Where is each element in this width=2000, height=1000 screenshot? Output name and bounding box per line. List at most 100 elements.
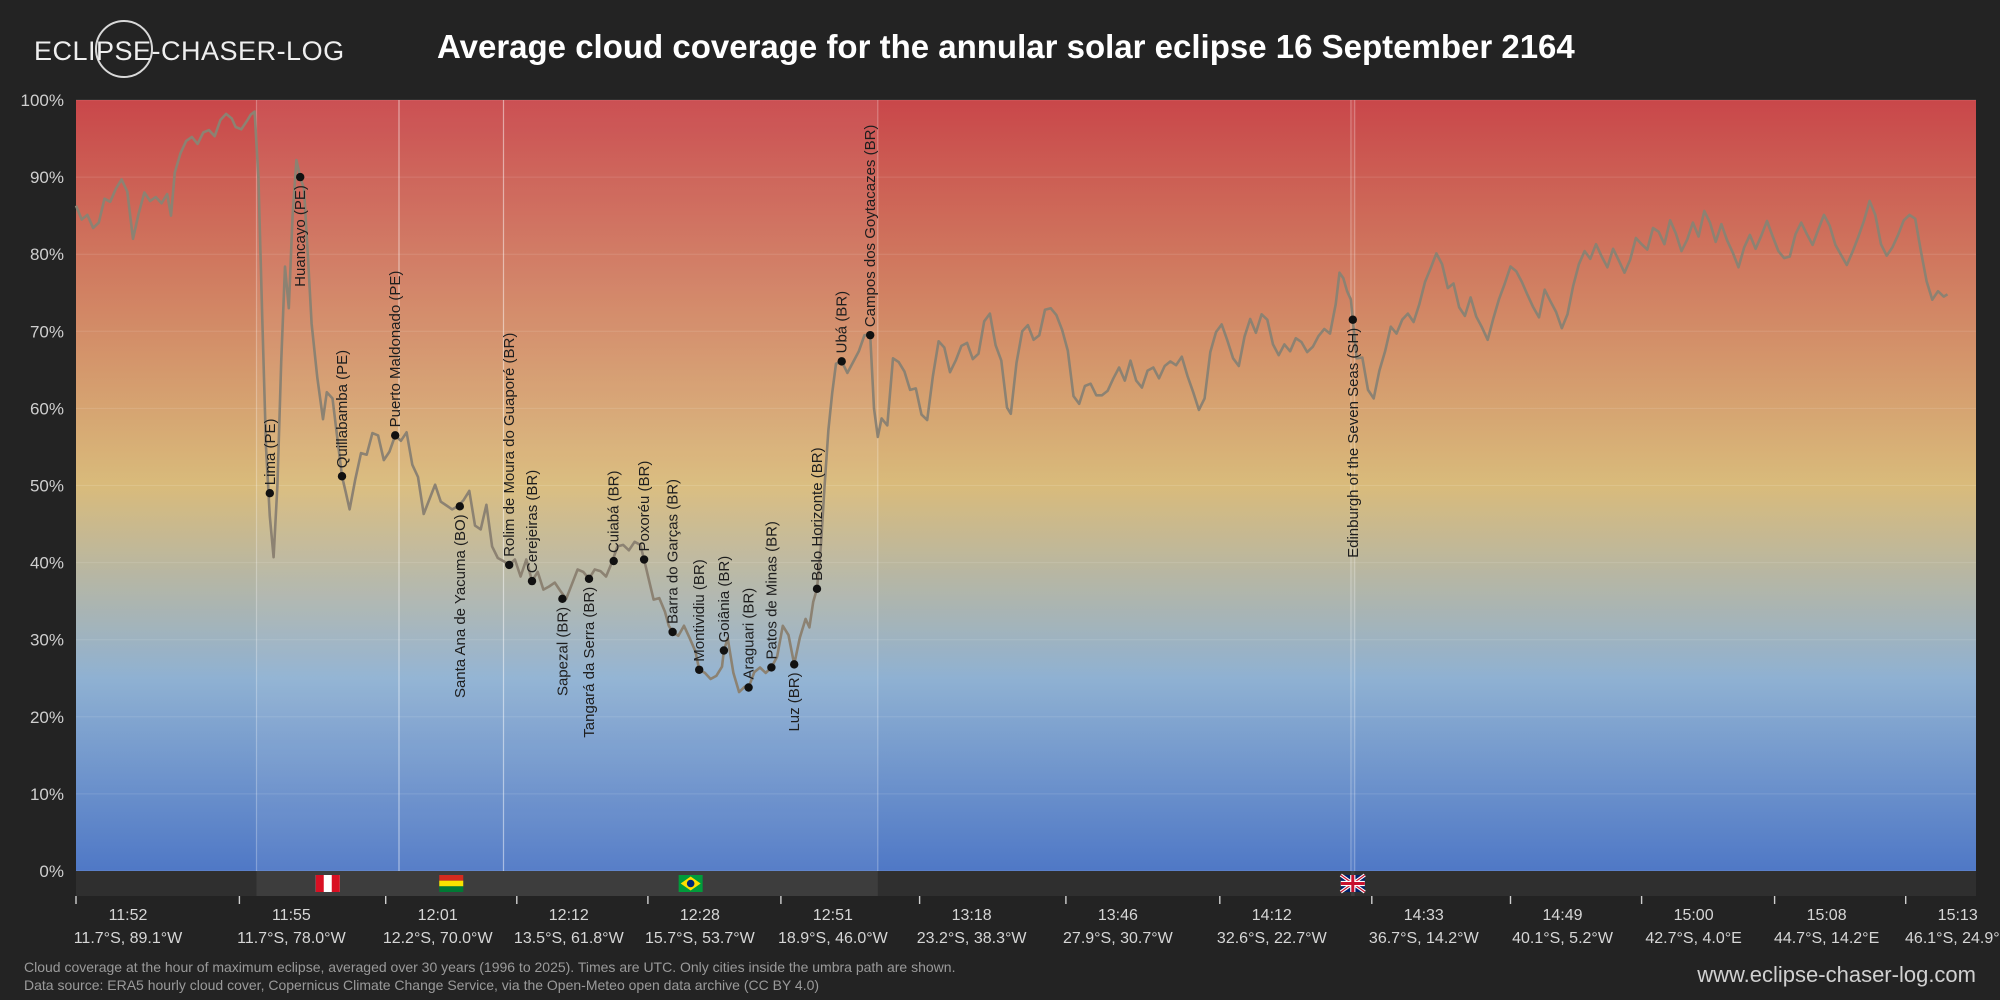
city-label: Cuiabá (BR) (606, 471, 623, 554)
city-label: Montividiu (BR) (691, 559, 708, 662)
city-label: Poxoréu (BR) (636, 461, 653, 552)
y-tick-label: 50% (30, 477, 64, 496)
y-tick-label: 60% (30, 399, 64, 418)
city-label: Goiânia (BR) (716, 556, 733, 643)
x-tick-coord: 11.7°S, 89.1°W (74, 930, 183, 947)
x-tick-coord: 44.7°S, 14.2°E (1774, 930, 1879, 947)
y-tick-label: 10% (30, 785, 64, 804)
site-url[interactable]: www.eclipse-chaser-log.com (1697, 962, 1976, 987)
footnote-line-1: Cloud coverage at the hour of maximum ec… (24, 959, 956, 975)
flag-stripe (315, 875, 324, 892)
country-segment-uk (1350, 100, 1355, 896)
city-marker (1348, 315, 1358, 324)
city-marker (558, 594, 567, 604)
x-tick-time: 12:28 (680, 907, 720, 924)
cloud-coverage-chart: 0% 10% 20% 30% 40% 50% 60% 70% 80% 90% 100% Lima (… (21, 91, 2000, 947)
y-tick-label: 80% (30, 245, 64, 264)
city-label: Lima (PE) (262, 419, 279, 486)
flag-bo (439, 875, 464, 892)
city-marker (391, 431, 400, 440)
x-tick-coord: 13.5°S, 61.8°W (514, 930, 625, 947)
x-tick-coord: 36.7°S, 14.2°W (1369, 930, 1480, 947)
city-label: Tangará da Serra (BR) (581, 587, 598, 738)
country-segment-pe (256, 100, 399, 896)
x-tick-time: 14:49 (1542, 907, 1582, 924)
logo[interactable]: ECLIPSE-CHASER-LOG (34, 20, 364, 80)
chart-title: Average cloud coverage for the annular s… (437, 28, 1575, 65)
city-marker (837, 357, 846, 366)
cloud-coverage-line (74, 110, 1949, 694)
city-marker (337, 472, 347, 481)
x-tick-time: 15:13 (1938, 907, 1978, 924)
flag-stripe (439, 875, 464, 881)
flag-globe (686, 879, 695, 888)
x-tick-time: 14:33 (1404, 907, 1444, 924)
city-label: Luz (BR) (786, 672, 803, 731)
x-tick-coord: 40.1°S, 5.2°W (1512, 930, 1614, 947)
city-label: Belo Horizonte (BR) (809, 447, 826, 580)
country-band (76, 871, 1976, 896)
x-axis: 11:52 11.7°S, 89.1°W 11:55 11.7°S, 78.0°W 12… (74, 896, 2000, 947)
city-markers: Lima (PE) Huancayo (PE) Quillabamba (PE) Pu… (262, 125, 1362, 738)
flag-stripe (331, 875, 340, 892)
flag-cross-red (1340, 882, 1365, 885)
y-tick-label: 0% (39, 862, 64, 881)
x-tick-time: 14:12 (1252, 907, 1292, 924)
x-tick-time: 11:55 (272, 907, 311, 924)
x-tick-coord: 23.2°S, 38.3°W (917, 930, 1028, 947)
flag-uk (1339, 873, 1366, 894)
city-label: Edinburgh of the Seven Seas (SH) (1345, 328, 1362, 558)
header: ECLIPSE-CHASER-LOG Average cloud coverag… (0, 0, 2000, 100)
city-marker (790, 660, 799, 669)
x-tick-time: 12:12 (549, 907, 589, 924)
x-tick-time: 12:01 (418, 907, 458, 924)
x-tick-coord: 15.7°S, 53.7°W (645, 930, 756, 947)
flag-pe (315, 875, 340, 892)
city-marker (695, 665, 704, 674)
y-tick-label: 100% (21, 91, 64, 110)
x-tick-time: 15:08 (1807, 907, 1847, 924)
city-marker (527, 576, 537, 586)
city-marker (609, 556, 618, 566)
city-label: Campos dos Goytacazes (BR) (862, 125, 879, 328)
x-tick-time: 15:00 (1674, 907, 1714, 924)
city-label: Huancayo (PE) (292, 185, 309, 287)
city-marker (505, 560, 514, 570)
x-tick-time: 13:18 (952, 907, 992, 924)
x-tick-coord: 42.7°S, 4.0°E (1645, 930, 1741, 947)
logo-text: ECLIPSE-CHASER-LOG (34, 36, 345, 66)
x-tick-coord: 46.1°S, 24.9°E (1905, 930, 2000, 947)
city-label: Cerejeiras (BR) (524, 470, 541, 573)
city-label: Araguari (BR) (741, 588, 758, 680)
city-marker (265, 489, 274, 498)
footnote-line-2: Data source: ERA5 hourly cloud cover, Co… (24, 977, 820, 993)
country-segment-br (503, 100, 878, 896)
x-tick-time: 13:46 (1098, 907, 1138, 924)
x-tick-coord: 12.2°S, 70.0°W (383, 930, 494, 947)
flag-stripe (439, 880, 464, 887)
y-tick-label: 20% (30, 708, 64, 727)
x-tick-time: 12:51 (813, 907, 853, 924)
city-label: Patos de Minas (BR) (763, 521, 780, 659)
y-tick-label: 30% (30, 631, 64, 650)
city-marker (639, 555, 649, 564)
y-axis: 0% 10% 20% 30% 40% 50% 60% 70% 80% 90% 100% (21, 91, 64, 881)
city-marker (668, 627, 677, 637)
country-segments (255, 100, 1356, 896)
city-marker (584, 574, 594, 583)
city-label: Ubá (BR) (834, 291, 851, 354)
city-marker (455, 502, 464, 511)
city-label: Rolim de Moura do Guaporé (BR) (501, 333, 518, 557)
plot-background (76, 100, 1976, 871)
eclipse-logo-icon (95, 20, 153, 78)
y-tick-label: 90% (30, 168, 64, 187)
x-tick-coord: 27.9°S, 30.7°W (1063, 930, 1174, 947)
x-tick-coord: 18.9°S, 46.0°W (778, 930, 889, 947)
city-marker (866, 330, 875, 340)
y-tick-label: 70% (30, 322, 64, 341)
x-tick-coord: 32.6°S, 22.7°W (1217, 930, 1328, 947)
y-tick-label: 40% (30, 554, 64, 573)
city-marker (812, 584, 822, 594)
city-marker (767, 663, 776, 672)
x-tick-coord: 11.7°S, 78.0°W (237, 930, 346, 947)
